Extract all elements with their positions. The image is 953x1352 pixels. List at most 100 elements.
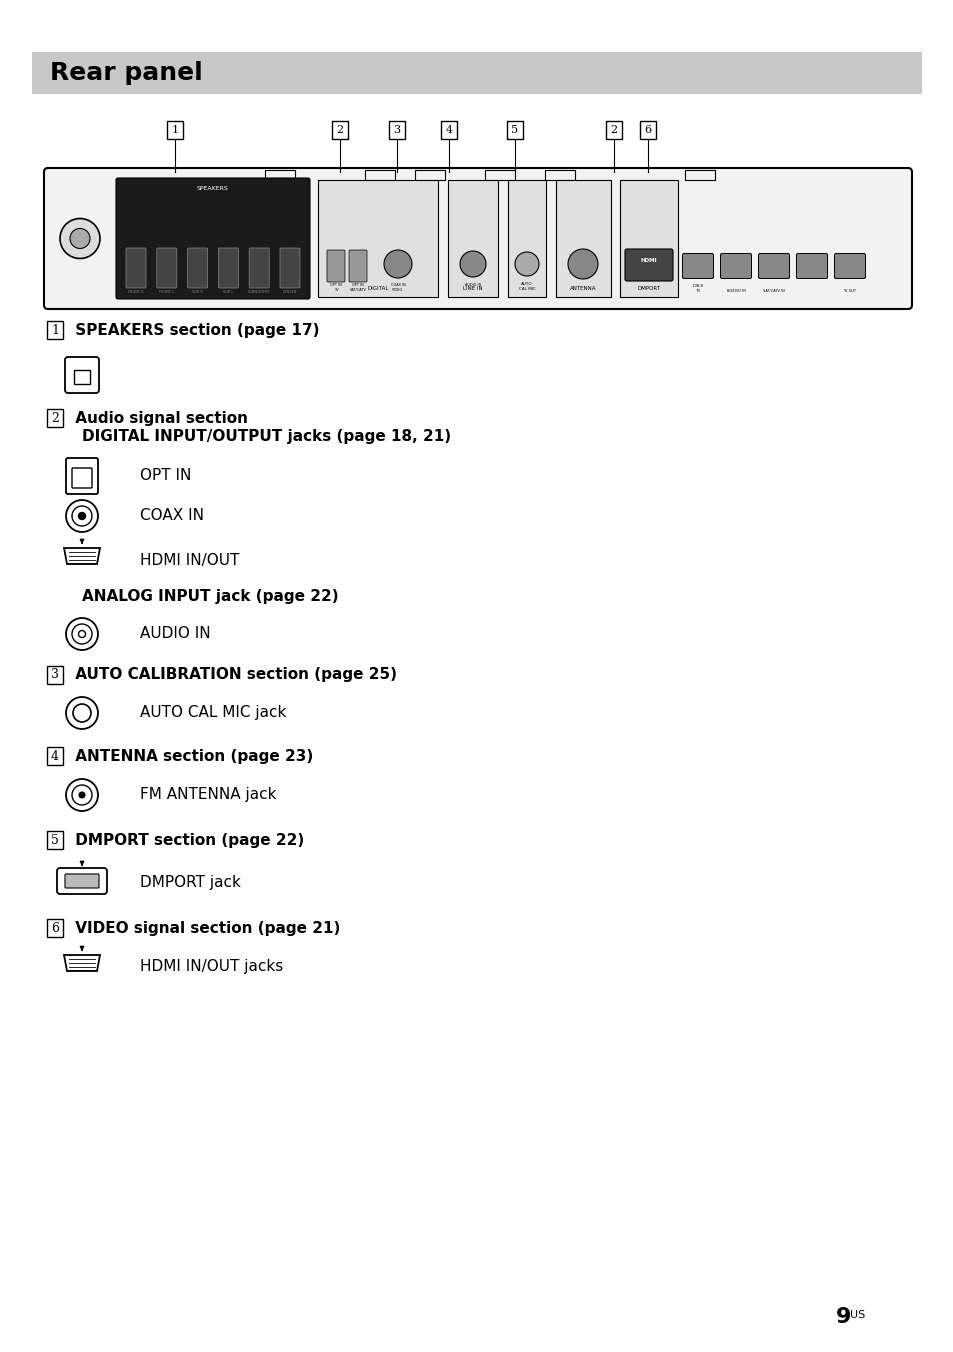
Bar <box>47 831 63 849</box>
Circle shape <box>66 698 98 729</box>
Bar <box>684 170 714 180</box>
Text: ANALOG INPUT jack (page 22): ANALOG INPUT jack (page 22) <box>82 588 338 603</box>
Text: Rear panel: Rear panel <box>50 61 203 85</box>
Circle shape <box>567 249 598 279</box>
Bar <box>47 410 63 427</box>
FancyBboxPatch shape <box>66 458 98 493</box>
Text: Audio signal section: Audio signal section <box>70 411 248 426</box>
Text: 3: 3 <box>393 124 400 135</box>
Text: OPT IN: OPT IN <box>140 469 192 484</box>
Bar <box>74 370 90 384</box>
Bar <box>506 120 522 139</box>
Polygon shape <box>64 955 100 971</box>
FancyBboxPatch shape <box>556 180 610 297</box>
Circle shape <box>60 219 100 258</box>
Circle shape <box>515 251 538 276</box>
Bar <box>167 120 183 139</box>
Bar <box>484 170 515 180</box>
Text: SPEAKERS section (page 17): SPEAKERS section (page 17) <box>70 323 319 338</box>
FancyBboxPatch shape <box>280 247 299 288</box>
FancyBboxPatch shape <box>758 254 789 279</box>
Circle shape <box>78 512 86 519</box>
Bar <box>47 748 63 765</box>
Circle shape <box>78 630 86 638</box>
Text: 1: 1 <box>51 323 59 337</box>
Text: COAX IN: COAX IN <box>140 508 204 523</box>
FancyBboxPatch shape <box>57 868 107 894</box>
Bar <box>47 919 63 937</box>
FancyBboxPatch shape <box>71 468 91 488</box>
FancyBboxPatch shape <box>619 180 678 297</box>
FancyBboxPatch shape <box>317 180 437 297</box>
FancyBboxPatch shape <box>448 180 497 297</box>
Text: FRONT R: FRONT R <box>128 289 144 293</box>
Text: HDMI IN/OUT jacks: HDMI IN/OUT jacks <box>140 960 283 975</box>
Text: CENTER: CENTER <box>283 289 296 293</box>
Text: DIGITAL: DIGITAL <box>367 287 388 291</box>
Text: HDMI IN/OUT: HDMI IN/OUT <box>140 553 239 568</box>
FancyBboxPatch shape <box>720 254 751 279</box>
Circle shape <box>384 250 412 279</box>
Circle shape <box>79 792 85 798</box>
Text: SUBWOOFER: SUBWOOFER <box>248 289 271 293</box>
FancyBboxPatch shape <box>349 250 367 283</box>
Text: BD/DVD IN: BD/DVD IN <box>726 289 744 293</box>
Text: ANTENNA: ANTENNA <box>569 287 596 291</box>
Text: 6: 6 <box>51 922 59 934</box>
Text: TV OUT: TV OUT <box>842 289 856 293</box>
Bar <box>544 170 575 180</box>
Text: DMPORT section (page 22): DMPORT section (page 22) <box>70 833 304 848</box>
Text: AUDIO IN: AUDIO IN <box>140 626 211 641</box>
Bar <box>440 120 456 139</box>
FancyBboxPatch shape <box>65 357 99 393</box>
Text: FM ANTENNA jack: FM ANTENNA jack <box>140 787 276 803</box>
FancyBboxPatch shape <box>624 249 672 281</box>
Bar <box>365 170 395 180</box>
Text: SUR R: SUR R <box>192 289 203 293</box>
Circle shape <box>71 786 91 804</box>
Circle shape <box>66 618 98 650</box>
Circle shape <box>70 228 90 249</box>
Text: 1: 1 <box>172 124 178 135</box>
FancyBboxPatch shape <box>796 254 826 279</box>
Text: 4: 4 <box>51 749 59 763</box>
FancyBboxPatch shape <box>681 254 713 279</box>
Circle shape <box>459 251 485 277</box>
Polygon shape <box>64 548 100 564</box>
FancyBboxPatch shape <box>834 254 864 279</box>
FancyBboxPatch shape <box>249 247 269 288</box>
FancyBboxPatch shape <box>44 168 911 310</box>
Text: OPT IN
TV: OPT IN TV <box>330 283 341 292</box>
Text: OPT IN
SAT/CATV: OPT IN SAT/CATV <box>349 283 366 292</box>
Text: AUDIO IN: AUDIO IN <box>464 283 480 287</box>
Bar <box>47 667 63 684</box>
Text: 5: 5 <box>51 833 59 846</box>
Text: SPEAKERS: SPEAKERS <box>197 187 229 191</box>
FancyBboxPatch shape <box>327 250 345 283</box>
Text: AUTO
CAL MIC: AUTO CAL MIC <box>518 283 535 291</box>
Bar <box>415 170 444 180</box>
Text: HDMI: HDMI <box>640 258 657 264</box>
Bar <box>605 120 621 139</box>
Text: VIDEO signal section (page 21): VIDEO signal section (page 21) <box>70 921 340 936</box>
Text: 9: 9 <box>835 1307 850 1328</box>
FancyBboxPatch shape <box>156 247 176 288</box>
FancyBboxPatch shape <box>65 873 99 888</box>
FancyBboxPatch shape <box>126 247 146 288</box>
Text: DIGITAL INPUT/OUTPUT jacks (page 18, 21): DIGITAL INPUT/OUTPUT jacks (page 18, 21) <box>82 430 451 445</box>
Text: US: US <box>849 1310 864 1320</box>
Bar <box>389 120 405 139</box>
Text: SUR L: SUR L <box>223 289 233 293</box>
FancyBboxPatch shape <box>188 247 208 288</box>
Text: COAX IN
VIDEO: COAX IN VIDEO <box>390 283 405 292</box>
Circle shape <box>71 625 91 644</box>
Text: 6: 6 <box>644 124 651 135</box>
Text: 2: 2 <box>336 124 343 135</box>
Circle shape <box>66 779 98 811</box>
Bar <box>32 51 921 95</box>
FancyBboxPatch shape <box>507 180 545 297</box>
Text: DMPORT jack: DMPORT jack <box>140 875 240 890</box>
Text: AUTO CALIBRATION section (page 25): AUTO CALIBRATION section (page 25) <box>70 668 396 683</box>
Circle shape <box>66 500 98 531</box>
Text: 5: 5 <box>511 124 518 135</box>
